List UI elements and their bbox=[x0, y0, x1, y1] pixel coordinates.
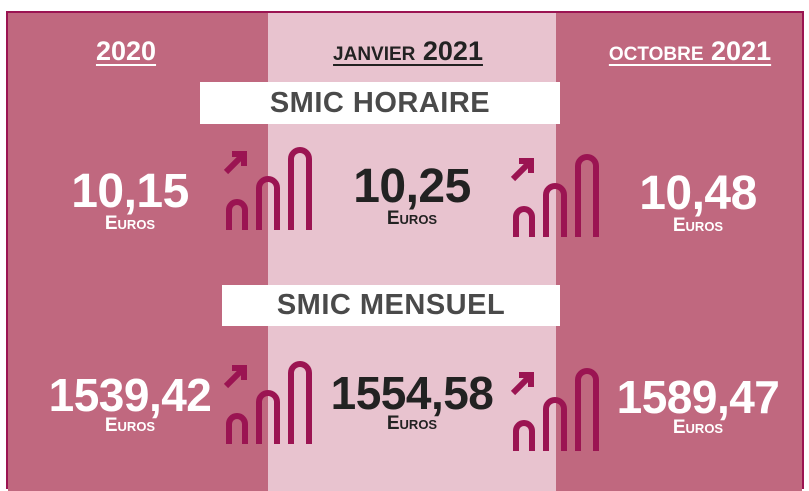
growth-icon bbox=[222, 360, 314, 448]
unit: Euros bbox=[104, 415, 156, 436]
unit: Euros bbox=[386, 208, 438, 229]
value: 10,48 Euros bbox=[639, 167, 757, 236]
amount: 1554,58 bbox=[330, 367, 494, 419]
column-header: 2020 bbox=[95, 36, 157, 66]
section-title: SMIC HORAIRE bbox=[200, 82, 560, 124]
growth-icon bbox=[509, 153, 601, 241]
growth-icon bbox=[509, 367, 601, 455]
column-header: octobre 2021 bbox=[608, 36, 772, 66]
amount: 1589,47 bbox=[616, 371, 780, 423]
column-header: janvier 2021 bbox=[333, 36, 483, 66]
unit: Euros bbox=[672, 417, 724, 438]
unit: Euros bbox=[104, 213, 156, 234]
value: 1589,47 Euros bbox=[617, 374, 780, 437]
growth-icon bbox=[222, 146, 314, 234]
amount: 1539,42 bbox=[48, 369, 212, 421]
section-title: SMIC MENSUEL bbox=[222, 285, 560, 326]
unit: Euros bbox=[386, 413, 438, 434]
amount: 10,48 bbox=[639, 167, 757, 220]
amount: 10,15 bbox=[71, 165, 189, 218]
amount: 10,25 bbox=[353, 160, 471, 213]
value: 1554,58 Euros bbox=[331, 370, 494, 433]
value: 1539,42 Euros bbox=[49, 372, 212, 435]
value: 10,25 Euros bbox=[353, 160, 471, 229]
value: 10,15 Euros bbox=[71, 165, 189, 234]
frame bbox=[6, 11, 804, 489]
unit: Euros bbox=[672, 215, 724, 236]
